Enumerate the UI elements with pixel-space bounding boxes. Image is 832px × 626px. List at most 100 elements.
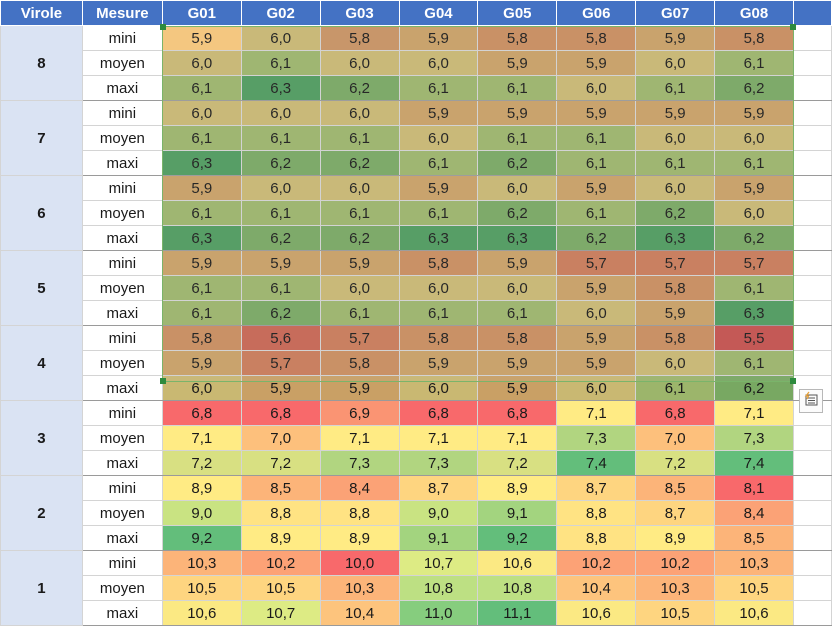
value-cell[interactable]: 10,5 <box>161 575 242 601</box>
value-cell[interactable]: 5,6 <box>240 325 321 351</box>
value-cell[interactable]: 8,5 <box>714 525 794 551</box>
value-cell[interactable]: 9,2 <box>161 525 242 551</box>
value-cell[interactable]: 6,8 <box>240 400 321 426</box>
value-cell[interactable]: 5,9 <box>319 375 400 401</box>
value-cell[interactable]: 7,0 <box>240 425 321 451</box>
value-cell[interactable]: 8,9 <box>319 525 400 551</box>
value-cell[interactable]: 8,4 <box>714 500 794 526</box>
value-cell[interactable]: 8,7 <box>398 475 479 501</box>
quick-analysis-button[interactable] <box>799 389 823 413</box>
value-cell[interactable]: 6,1 <box>240 125 321 151</box>
value-cell[interactable]: 8,7 <box>635 500 716 526</box>
value-cell[interactable]: 10,5 <box>240 575 321 601</box>
value-cell[interactable]: 5,9 <box>477 350 558 376</box>
value-cell[interactable]: 5,7 <box>635 250 716 276</box>
value-cell[interactable]: 5,9 <box>161 350 242 376</box>
value-cell[interactable]: 10,8 <box>398 575 479 601</box>
value-cell[interactable]: 7,2 <box>161 450 242 476</box>
empty-cell[interactable] <box>792 300 832 326</box>
value-cell[interactable]: 6,1 <box>477 125 558 151</box>
value-cell[interactable]: 5,8 <box>319 25 400 51</box>
value-cell[interactable]: 5,7 <box>240 350 321 376</box>
value-cell[interactable]: 6,3 <box>714 300 794 326</box>
value-cell[interactable]: 6,8 <box>635 400 716 426</box>
mesure-cell[interactable]: mini <box>81 550 163 576</box>
empty-cell[interactable] <box>792 500 832 526</box>
value-cell[interactable]: 6,1 <box>714 350 794 376</box>
value-cell[interactable]: 7,2 <box>477 450 558 476</box>
value-cell[interactable]: 6,1 <box>398 150 479 176</box>
empty-cell[interactable] <box>792 150 832 176</box>
value-cell[interactable]: 5,9 <box>319 250 400 276</box>
value-cell[interactable]: 10,4 <box>556 575 637 601</box>
header-g04[interactable]: G04 <box>398 0 479 26</box>
value-cell[interactable]: 5,9 <box>398 25 479 51</box>
mesure-cell[interactable]: mini <box>81 25 163 51</box>
value-cell[interactable]: 8,7 <box>556 475 637 501</box>
value-cell[interactable]: 7,1 <box>398 425 479 451</box>
value-cell[interactable]: 7,4 <box>556 450 637 476</box>
value-cell[interactable]: 6,1 <box>240 50 321 76</box>
value-cell[interactable]: 5,8 <box>319 350 400 376</box>
empty-cell[interactable] <box>792 475 832 501</box>
empty-cell[interactable] <box>792 450 832 476</box>
value-cell[interactable]: 10,4 <box>319 600 400 626</box>
value-cell[interactable]: 6,1 <box>319 300 400 326</box>
value-cell[interactable]: 6,1 <box>714 275 794 301</box>
empty-cell[interactable] <box>792 100 832 126</box>
header-mesure[interactable]: Mesure <box>81 0 163 26</box>
mesure-cell[interactable]: mini <box>81 100 163 126</box>
empty-cell[interactable] <box>792 200 832 226</box>
header-g06[interactable]: G06 <box>556 0 637 26</box>
value-cell[interactable]: 6,0 <box>635 50 716 76</box>
value-cell[interactable]: 10,2 <box>556 550 637 576</box>
value-cell[interactable]: 6,1 <box>240 200 321 226</box>
virole-cell[interactable]: 6 <box>0 175 83 251</box>
value-cell[interactable]: 6,3 <box>635 225 716 251</box>
value-cell[interactable]: 6,0 <box>319 275 400 301</box>
value-cell[interactable]: 6,0 <box>714 125 794 151</box>
value-cell[interactable]: 6,9 <box>319 400 400 426</box>
value-cell[interactable]: 11,1 <box>477 600 558 626</box>
value-cell[interactable]: 5,9 <box>714 100 794 126</box>
value-cell[interactable]: 8,5 <box>240 475 321 501</box>
value-cell[interactable]: 5,9 <box>635 300 716 326</box>
mesure-cell[interactable]: moyen <box>81 575 163 601</box>
value-cell[interactable]: 7,4 <box>714 450 794 476</box>
value-cell[interactable]: 9,1 <box>477 500 558 526</box>
value-cell[interactable]: 7,3 <box>398 450 479 476</box>
value-cell[interactable]: 6,2 <box>635 200 716 226</box>
value-cell[interactable]: 7,1 <box>477 425 558 451</box>
value-cell[interactable]: 5,9 <box>477 50 558 76</box>
value-cell[interactable]: 7,3 <box>319 450 400 476</box>
value-cell[interactable]: 6,8 <box>161 400 242 426</box>
value-cell[interactable]: 5,9 <box>398 175 479 201</box>
value-cell[interactable]: 8,8 <box>240 500 321 526</box>
value-cell[interactable]: 6,0 <box>556 75 637 101</box>
mesure-cell[interactable]: mini <box>81 175 163 201</box>
value-cell[interactable]: 5,9 <box>477 250 558 276</box>
value-cell[interactable]: 6,0 <box>240 25 321 51</box>
value-cell[interactable]: 5,9 <box>556 325 637 351</box>
value-cell[interactable]: 5,8 <box>477 25 558 51</box>
value-cell[interactable]: 8,9 <box>635 525 716 551</box>
virole-cell[interactable]: 2 <box>0 475 83 551</box>
value-cell[interactable]: 6,3 <box>240 75 321 101</box>
empty-cell[interactable] <box>792 275 832 301</box>
value-cell[interactable]: 8,9 <box>161 475 242 501</box>
value-cell[interactable]: 6,2 <box>556 225 637 251</box>
value-cell[interactable]: 8,4 <box>319 475 400 501</box>
value-cell[interactable]: 10,2 <box>240 550 321 576</box>
value-cell[interactable]: 6,8 <box>477 400 558 426</box>
empty-cell[interactable] <box>792 600 832 626</box>
virole-cell[interactable]: 1 <box>0 550 83 626</box>
value-cell[interactable]: 5,8 <box>398 250 479 276</box>
value-cell[interactable]: 6,0 <box>477 275 558 301</box>
value-cell[interactable]: 6,0 <box>240 175 321 201</box>
empty-cell[interactable] <box>792 250 832 276</box>
value-cell[interactable]: 7,2 <box>240 450 321 476</box>
value-cell[interactable]: 5,9 <box>556 50 637 76</box>
value-cell[interactable]: 5,9 <box>635 100 716 126</box>
value-cell[interactable]: 5,7 <box>556 250 637 276</box>
value-cell[interactable]: 5,5 <box>714 325 794 351</box>
